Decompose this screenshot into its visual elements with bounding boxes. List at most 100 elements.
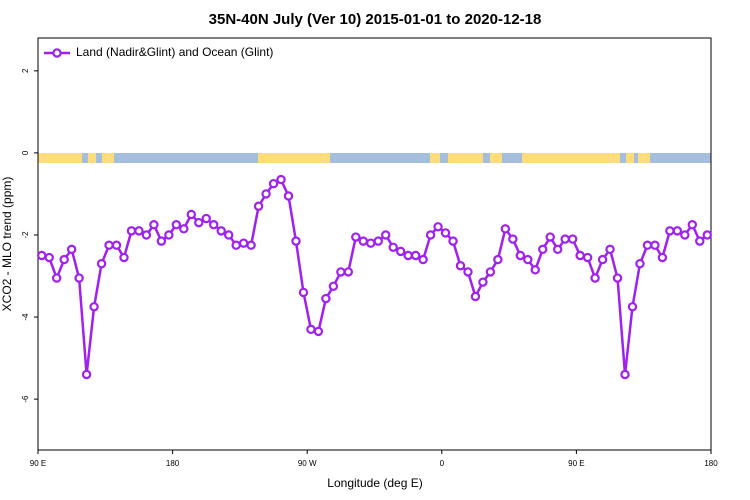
data-point [582,252,593,263]
land-ocean-band [38,153,711,163]
y-tick-label: -6 [21,395,30,403]
x-tick-label: 0 [440,459,445,468]
data-point [395,246,406,257]
data-point [104,240,114,250]
data-point [321,293,331,304]
data-point [508,234,518,244]
data-point [149,220,159,230]
x-tick-label: 90 E [568,459,584,468]
data-point [605,244,615,255]
data-point [470,291,481,302]
data-point [59,254,69,265]
data-point [96,258,107,269]
data-point [66,244,77,255]
data-point [209,220,219,230]
data-point [455,261,466,271]
data-point [276,174,286,185]
data-point [126,226,137,236]
data-point [74,273,84,283]
data-point [351,232,361,242]
data-point [246,240,256,250]
data-point [478,277,488,287]
data-point [336,267,346,277]
data-point [612,273,623,283]
chart-title: 35N-40N July (Ver 10) 2015-01-01 to 2020… [209,11,542,28]
data-point [298,287,309,298]
y-tick-label: -4 [21,313,30,321]
data-point [627,302,638,312]
data-point [620,369,630,380]
data-point [381,230,391,240]
data-point [306,324,316,335]
x-tick-label: 180 [166,459,180,468]
data-point [650,240,660,250]
data-point [51,273,62,283]
data-point [388,242,398,252]
data-point [164,230,174,240]
data-point [358,236,368,246]
data-point [485,267,496,277]
data-point [545,232,555,242]
y-tick-label: 2 [21,68,30,73]
data-point [134,226,144,236]
data-point [156,236,167,246]
data-point [672,226,683,236]
data-point [231,240,241,250]
data-point [523,254,533,265]
data-point [111,240,122,250]
data-point [81,369,92,380]
data-point [597,254,608,265]
data-point [538,244,548,255]
data-point [440,228,451,238]
data-point [635,258,645,269]
data-point [425,230,436,240]
data-point [238,238,249,248]
data-point [343,267,354,277]
data-point [418,254,428,265]
data-point [216,226,226,236]
data-point [530,265,540,275]
y-tick-label: -2 [21,231,30,239]
data-point [695,236,705,246]
x-axis-label: Longitude (deg E) [327,476,422,490]
data-point [89,302,99,312]
data-point [328,281,339,291]
data-point [403,250,413,261]
data-point [44,252,54,263]
plot-frame [37,37,712,451]
data-point [179,224,189,234]
data-point [253,201,264,211]
data-point [373,236,383,246]
data-point [702,230,712,240]
y-tick-label: 0 [21,150,30,155]
data-point [313,326,324,337]
legend-marker [52,48,62,58]
data-point [141,230,152,240]
data-point [433,222,443,232]
data-point [493,254,503,265]
data-point [515,250,526,261]
data-point [268,178,279,189]
data-point [590,273,600,283]
data-point [680,230,690,240]
data-point [186,209,196,220]
data-point [463,267,473,277]
data-point [291,236,301,246]
data-point [448,236,458,246]
data-point [687,220,698,230]
data-point [410,250,421,261]
data-point [171,220,182,230]
data-point [201,213,211,224]
data-point [567,234,578,244]
x-tick-label: 180 [704,459,718,468]
data-point [283,191,294,201]
data-point [366,238,376,248]
data-point [500,224,511,234]
data-point [223,230,234,240]
data-point [553,244,563,255]
data-point [194,217,204,228]
data-point [119,252,129,263]
data-point [657,252,668,263]
data-point [560,234,570,244]
